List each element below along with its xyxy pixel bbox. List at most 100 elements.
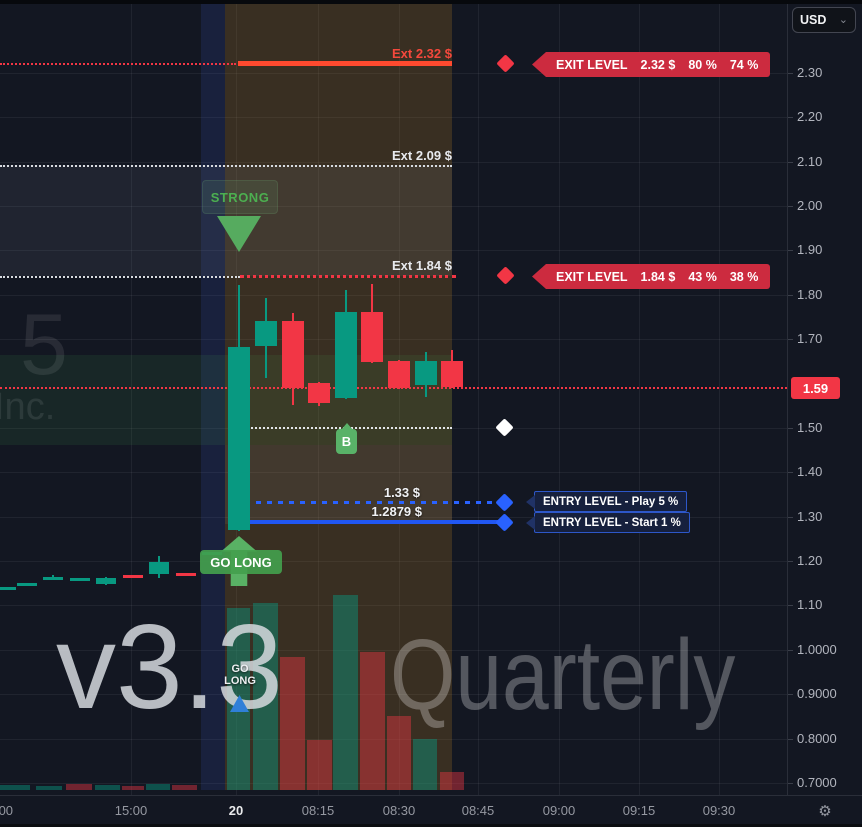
grid-vline bbox=[559, 0, 560, 795]
ext-232-solid bbox=[238, 61, 452, 66]
price-axis-label: 0.8000 bbox=[797, 731, 837, 746]
entry-level-tag-start[interactable]: ENTRY LEVEL - Start 1 % bbox=[526, 512, 690, 533]
grid-hline bbox=[0, 250, 787, 251]
time-axis-label: 09:00 bbox=[542, 803, 576, 818]
grid-hline bbox=[0, 605, 787, 606]
candle-body bbox=[123, 575, 143, 578]
price-axis-label: 2.30 bbox=[797, 65, 823, 80]
go-long-button[interactable]: GO LONG bbox=[200, 550, 282, 574]
entry-play-price-label: 1.33 $ bbox=[383, 485, 420, 500]
price-axis-tick bbox=[788, 650, 793, 651]
time-axis-label: 08:15 bbox=[301, 803, 335, 818]
currency-dropdown[interactable]: USD ⌄ bbox=[792, 7, 856, 33]
top-border-strip bbox=[0, 0, 862, 4]
price-axis-label: 1.40 bbox=[797, 464, 823, 479]
exit-level-tag-price: 2.32 $ bbox=[640, 57, 676, 72]
entry-signal-diamond-icon[interactable] bbox=[495, 493, 514, 512]
price-axis[interactable]: 1.59 2.30 2.20 2.10 2.00 1.90 1.80 1.70 1.50 1.4… bbox=[787, 0, 862, 795]
grid-vline bbox=[399, 0, 400, 795]
price-axis-label: 1.10 bbox=[797, 597, 823, 612]
exit-level-tag-pct1: 43 % bbox=[688, 269, 717, 284]
price-axis-label: 1.80 bbox=[797, 287, 823, 302]
price-axis-label: 1.0000 bbox=[797, 642, 837, 657]
gear-icon[interactable]: ⚙ bbox=[818, 803, 832, 820]
volume-bar bbox=[387, 716, 411, 790]
exit-level-tag-184[interactable]: EXIT LEVEL 1.84 $ 43 % 38 % bbox=[532, 264, 771, 289]
candle-body bbox=[282, 321, 304, 388]
candle-body bbox=[228, 347, 250, 530]
price-axis-tick bbox=[788, 117, 793, 118]
price-axis-label: 1.90 bbox=[797, 242, 823, 257]
exit-signal-diamond-icon[interactable] bbox=[496, 266, 515, 285]
entry-level-tag-text: ENTRY LEVEL - Start 1 % bbox=[543, 516, 681, 529]
price-axis-label: 0.9000 bbox=[797, 686, 837, 701]
exit-signal-diamond-icon[interactable] bbox=[496, 54, 515, 73]
time-axis-label: :00 bbox=[0, 803, 14, 818]
grid-hline bbox=[0, 206, 787, 207]
volume-bar bbox=[413, 739, 437, 790]
entry-start-line bbox=[232, 520, 508, 524]
volume-bar bbox=[95, 785, 120, 790]
candle-body bbox=[70, 578, 90, 581]
grid-vline bbox=[719, 0, 720, 795]
exit-level-tag-232[interactable]: EXIT LEVEL 2.32 $ 80 % 74 % bbox=[532, 52, 771, 77]
grid-hline bbox=[0, 694, 787, 695]
candle-body bbox=[308, 383, 330, 404]
price-axis-tick bbox=[788, 561, 793, 562]
price-axis-tick bbox=[788, 428, 793, 429]
go-long-small-line1: GO bbox=[231, 663, 249, 675]
time-axis[interactable]: ⚙ :00 15:00 20 08:15 08:30 08:45 09:00 09:15 09:… bbox=[0, 795, 862, 827]
price-axis-label: 2.10 bbox=[797, 154, 823, 169]
price-axis-tick bbox=[788, 162, 793, 163]
candle-body bbox=[96, 577, 116, 585]
session-highlight-band bbox=[201, 0, 225, 790]
candle-body bbox=[43, 577, 63, 580]
alert-diamond-icon[interactable] bbox=[495, 418, 514, 437]
grid-hline bbox=[0, 339, 787, 340]
volume-bar bbox=[172, 785, 197, 790]
volume-bar bbox=[253, 603, 278, 790]
entry-level-tag-play[interactable]: ENTRY LEVEL - Play 5 % bbox=[526, 491, 688, 512]
price-axis-tick bbox=[788, 295, 793, 296]
strong-signal-label[interactable]: STRONG bbox=[202, 180, 278, 214]
price-axis-tick bbox=[788, 339, 793, 340]
entry-play-line bbox=[245, 501, 508, 504]
chart-pane[interactable]: 5 Inc. v3.3 Quarterly Ext 2.32 $ Ext 2.0… bbox=[0, 0, 787, 795]
currency-selected-value: USD bbox=[800, 13, 827, 27]
support-zone bbox=[0, 355, 452, 445]
entry-zone bbox=[225, 445, 452, 524]
candle-body bbox=[415, 360, 437, 386]
grid-hline bbox=[0, 472, 787, 473]
entry-tag-notch bbox=[526, 494, 535, 509]
price-axis-label: 0.7000 bbox=[797, 775, 837, 790]
candle-body bbox=[176, 573, 196, 576]
go-long-small-label: GO LONG bbox=[214, 663, 266, 687]
time-axis-label: 15:00 bbox=[114, 803, 148, 818]
candle-body bbox=[17, 583, 37, 586]
entry-start-price-label: 1.2879 $ bbox=[371, 504, 422, 519]
price-axis-tick bbox=[788, 250, 793, 251]
volume-bar bbox=[146, 784, 170, 790]
candle-body bbox=[255, 321, 277, 346]
price-axis-tick bbox=[788, 694, 793, 695]
candle-body bbox=[361, 312, 383, 362]
volume-bar bbox=[66, 784, 92, 790]
price-axis-tick bbox=[788, 783, 793, 784]
volume-bar bbox=[36, 786, 62, 790]
grid-hline bbox=[0, 117, 787, 118]
ext-209-dotted bbox=[0, 165, 452, 167]
buy-marker[interactable]: B bbox=[336, 429, 357, 454]
chevron-down-icon: ⌄ bbox=[838, 14, 848, 26]
price-axis-tick bbox=[788, 206, 793, 207]
grid-vline bbox=[639, 0, 640, 795]
candle-body bbox=[0, 587, 16, 590]
ext-184-dotted-red bbox=[240, 275, 456, 278]
buy-marker-pointer bbox=[341, 423, 353, 430]
exit-level-tag-pct1: 80 % bbox=[688, 57, 717, 72]
grid-hline bbox=[0, 783, 787, 784]
volume-bar bbox=[280, 657, 305, 790]
volume-bar bbox=[360, 652, 385, 790]
volume-bar bbox=[0, 785, 30, 790]
price-axis-label: 1.50 bbox=[797, 420, 823, 435]
price-axis-label: 1.30 bbox=[797, 509, 823, 524]
